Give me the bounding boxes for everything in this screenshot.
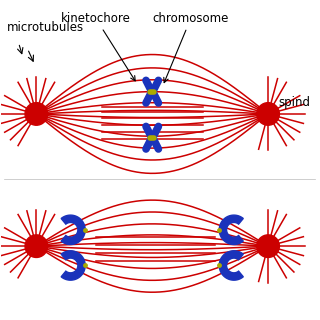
Circle shape (257, 235, 279, 258)
Text: chromosome: chromosome (153, 12, 229, 83)
Text: spind: spind (273, 96, 310, 112)
Text: kinetochore: kinetochore (61, 12, 135, 81)
Circle shape (25, 235, 48, 258)
Text: microtubules: microtubules (7, 21, 84, 34)
Circle shape (257, 103, 279, 125)
Polygon shape (219, 251, 243, 280)
Polygon shape (219, 215, 243, 244)
Circle shape (25, 103, 48, 125)
Polygon shape (61, 251, 85, 280)
Polygon shape (61, 215, 85, 244)
